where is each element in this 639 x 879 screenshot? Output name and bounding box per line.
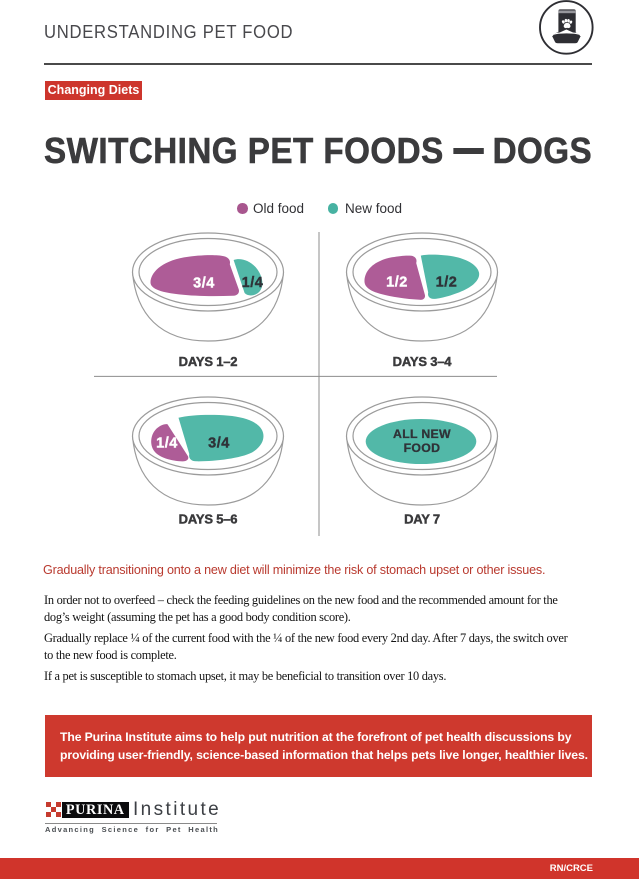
svg-text:1/4: 1/4 xyxy=(156,436,178,452)
svg-text:3/4: 3/4 xyxy=(193,276,215,292)
svg-text:DAYS 1–2: DAYS 1–2 xyxy=(179,354,238,369)
svg-text:DAYS 5–6: DAYS 5–6 xyxy=(179,512,238,527)
svg-text:FOOD: FOOD xyxy=(404,441,441,455)
svg-text:ALL NEW: ALL NEW xyxy=(393,427,451,441)
svg-text:3/4: 3/4 xyxy=(208,436,230,452)
svg-text:DAYS 3–4: DAYS 3–4 xyxy=(393,354,453,369)
svg-text:DAY 7: DAY 7 xyxy=(404,512,440,527)
svg-text:1/2: 1/2 xyxy=(436,275,458,291)
svg-text:1/2: 1/2 xyxy=(386,275,408,291)
svg-text:1/4: 1/4 xyxy=(242,275,264,291)
